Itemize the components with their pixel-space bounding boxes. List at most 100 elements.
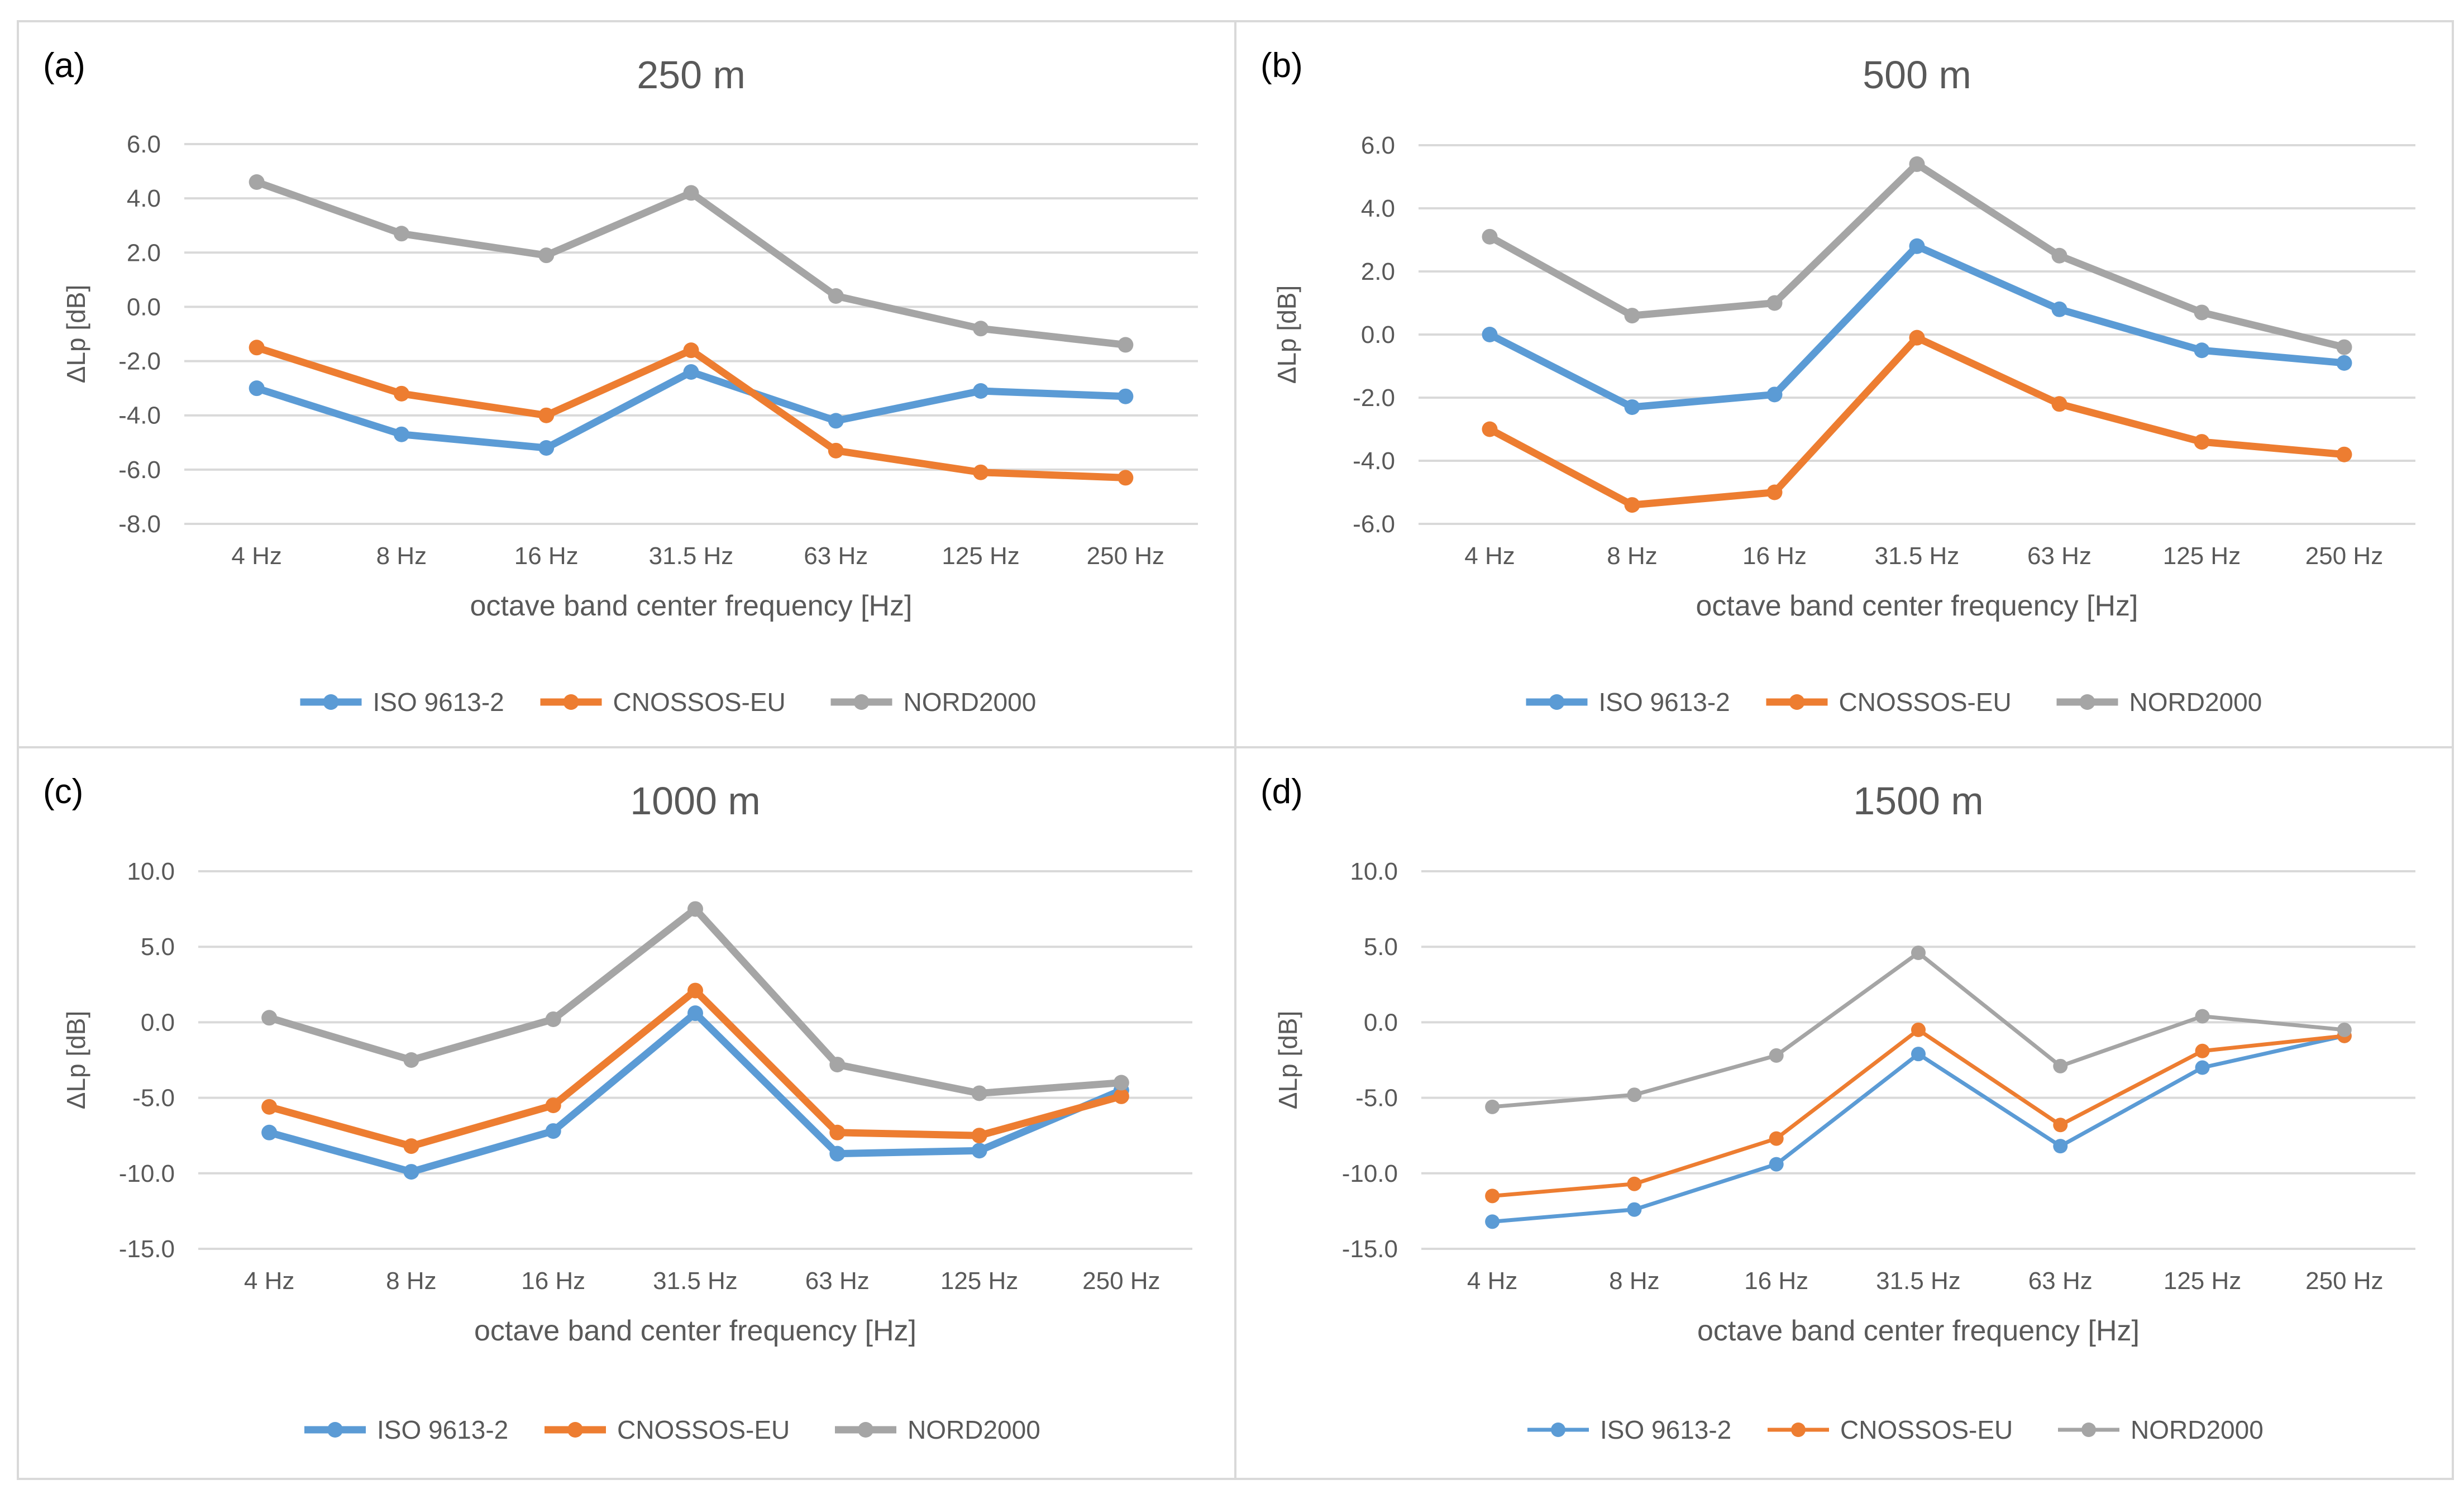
x-tick-label: 16 Hz: [1742, 542, 1807, 570]
legend-swatch-marker: [563, 694, 579, 710]
legend-swatch-marker: [2081, 1423, 2096, 1437]
y-tick-label: -2.0: [1353, 384, 1395, 412]
data-point: [2336, 355, 2352, 371]
x-tick-label: 4 Hz: [244, 1267, 294, 1295]
panel-letter: (c): [43, 772, 83, 811]
data-point: [1766, 295, 1783, 311]
data-point: [828, 442, 844, 459]
x-tick-label: 8 Hz: [1607, 542, 1657, 570]
data-point: [1627, 1087, 1642, 1102]
legend-entry: NORD2000: [2056, 688, 2262, 717]
y-tick-label: 5.0: [141, 933, 175, 961]
data-point: [2053, 1139, 2068, 1154]
x-axis-label: octave band center frequency [Hz]: [1697, 1315, 2140, 1347]
legend-entry: ISO 9613-2: [300, 688, 504, 717]
x-tick-label: 8 Hz: [386, 1267, 436, 1295]
legend-label: ISO 9613-2: [377, 1415, 508, 1444]
legend-swatch-marker: [853, 694, 870, 710]
legend-label: CNOSSOS-EU: [613, 688, 786, 717]
data-point: [683, 364, 699, 380]
y-tick-label: -10.0: [119, 1160, 175, 1187]
legend-label: NORD2000: [2131, 1415, 2264, 1444]
x-tick-label: 125 Hz: [942, 542, 1019, 570]
data-point: [971, 1128, 987, 1144]
data-point: [1769, 1131, 1784, 1146]
x-tick-label: 250 Hz: [1087, 542, 1164, 570]
y-tick-label: -6.0: [118, 456, 161, 484]
series-line: [1486, 334, 2348, 509]
data-point: [2051, 396, 2067, 412]
data-point: [393, 226, 409, 242]
x-tick-label: 250 Hz: [2305, 1267, 2383, 1295]
data-point: [2051, 301, 2067, 317]
data-point: [683, 342, 699, 359]
chart-title: 1000 m: [630, 779, 760, 823]
data-point: [1482, 228, 1498, 245]
x-axis-label: octave band center frequency [Hz]: [474, 1315, 916, 1347]
panel-letter: (d): [1260, 772, 1303, 811]
data-point: [1624, 497, 1640, 513]
y-tick-label: 4.0: [127, 185, 161, 212]
data-point: [971, 1143, 987, 1159]
y-tick-label: -15.0: [119, 1235, 175, 1263]
chart-panel-b: (b) 500 m 6.0 4.0 2.0 0.0 -2.0 -4.0 -6.0 4 Hz 8 Hz…: [1260, 46, 2415, 717]
legend-label: CNOSSOS-EU: [1839, 688, 2012, 717]
data-point: [683, 185, 699, 201]
data-point: [971, 1085, 987, 1101]
legend-swatch-marker: [2079, 694, 2095, 710]
data-point: [1485, 1099, 1500, 1114]
series-line: [253, 178, 1129, 349]
data-point: [1482, 421, 1498, 437]
x-tick-label: 8 Hz: [1609, 1267, 1659, 1295]
y-tick-label: 0.0: [1364, 1009, 1398, 1036]
y-tick-label: 2.0: [127, 239, 161, 266]
y-axis-label: ΔLp [dB]: [61, 1011, 90, 1110]
y-tick-label: 6.0: [1361, 132, 1395, 159]
data-point: [393, 385, 409, 402]
x-tick-label: 16 Hz: [1744, 1267, 1808, 1295]
legend-label: CNOSSOS-EU: [1840, 1415, 2013, 1444]
legend-swatch-marker: [1549, 694, 1565, 710]
legend-swatch-marker: [323, 694, 339, 710]
data-point: [1911, 1047, 1926, 1062]
series-nord2000: [1482, 156, 2352, 355]
data-point: [2336, 339, 2352, 355]
series-cnossos-eu: [249, 340, 1134, 486]
chart-title: 250 m: [637, 53, 746, 97]
legend-entry: NORD2000: [2058, 1415, 2264, 1444]
data-point: [1627, 1176, 1642, 1191]
data-point: [828, 288, 844, 304]
y-tick-label: 5.0: [1364, 933, 1398, 961]
data-point: [2336, 446, 2352, 462]
data-point: [1766, 484, 1783, 500]
data-point: [829, 1145, 846, 1162]
x-tick-label: 31.5 Hz: [1876, 1267, 1961, 1295]
data-point: [973, 464, 989, 480]
data-point: [1627, 1202, 1642, 1217]
series-iso-9613-2: [249, 364, 1134, 456]
series-line: [1490, 1034, 2347, 1224]
data-point: [1113, 1075, 1129, 1091]
data-point: [403, 1052, 419, 1068]
y-tick-label: 4.0: [1361, 195, 1395, 222]
data-point: [1911, 946, 1926, 961]
legend-label: NORD2000: [908, 1415, 1040, 1444]
y-tick-label: -2.0: [118, 348, 161, 375]
series-cnossos-eu: [261, 982, 1129, 1154]
data-point: [1113, 1088, 1129, 1104]
x-tick-label: 63 Hz: [2028, 1267, 2093, 1295]
data-point: [2194, 434, 2210, 450]
legend-label: CNOSSOS-EU: [617, 1415, 790, 1444]
data-point: [973, 321, 989, 337]
series-iso-9613-2: [1482, 238, 2352, 415]
data-point: [1911, 1022, 1926, 1037]
y-tick-label: -5.0: [132, 1085, 175, 1112]
legend-label: NORD2000: [904, 688, 1037, 717]
y-tick-label: 0.0: [1361, 321, 1395, 349]
x-tick-label: 63 Hz: [804, 542, 868, 570]
x-tick-label: 8 Hz: [376, 542, 427, 570]
legend: ISO 9613-2 CNOSSOS-EU NORD2000: [304, 1415, 1040, 1444]
series-iso-9613-2: [1485, 1028, 2352, 1229]
data-point: [538, 247, 555, 264]
x-tick-label: 31.5 Hz: [653, 1267, 738, 1295]
